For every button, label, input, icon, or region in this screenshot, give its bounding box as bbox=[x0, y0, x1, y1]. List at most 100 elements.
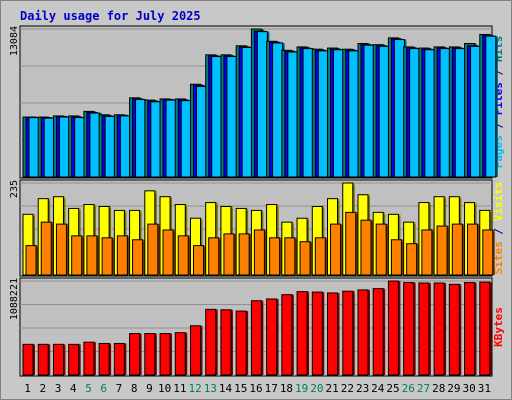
bar-pages bbox=[135, 99, 147, 178]
bar-pages bbox=[150, 101, 162, 178]
bar-pages bbox=[424, 49, 436, 178]
bar-shadow bbox=[492, 231, 495, 275]
bar-kbytes bbox=[22, 343, 34, 376]
bar-pages bbox=[333, 49, 345, 178]
bar-shadow bbox=[112, 239, 115, 275]
bar-pages bbox=[211, 56, 223, 178]
bar-sites bbox=[223, 233, 235, 276]
bar-pages bbox=[409, 48, 421, 178]
bar-shadow bbox=[249, 235, 252, 275]
bar-shadow bbox=[170, 335, 173, 375]
bar-shadow bbox=[276, 300, 279, 375]
bar-pages bbox=[454, 48, 466, 178]
x-tick-label: 18 bbox=[280, 382, 293, 395]
bar-kbytes bbox=[418, 282, 430, 376]
bar-shadow bbox=[477, 226, 480, 275]
bar-pages bbox=[165, 99, 177, 178]
y-axis-max-label: 235 bbox=[9, 180, 20, 198]
bar-pages bbox=[272, 42, 284, 178]
x-tick-label: 6 bbox=[100, 382, 107, 395]
bar-sites bbox=[177, 235, 189, 276]
bar-pages bbox=[256, 31, 268, 178]
bar-kbytes bbox=[37, 343, 49, 376]
x-tick-label: 4 bbox=[70, 382, 77, 395]
bar-kbytes bbox=[342, 290, 354, 376]
x-tick-label: 21 bbox=[326, 382, 339, 395]
bar-sites bbox=[192, 245, 204, 276]
x-tick-label: 23 bbox=[356, 382, 369, 395]
bar-shadow bbox=[447, 228, 450, 275]
bar-shadow bbox=[413, 284, 416, 375]
bar-shadow bbox=[78, 346, 81, 375]
bar-shadow bbox=[154, 335, 157, 375]
bar-shadow bbox=[48, 346, 51, 375]
x-tick-label: 26 bbox=[402, 382, 415, 395]
bar-sites bbox=[482, 229, 494, 276]
bar-sites bbox=[467, 223, 479, 276]
bar-sites bbox=[71, 235, 83, 276]
chart-title: Daily usage for July 2025 bbox=[20, 9, 201, 23]
bar-shadow bbox=[459, 286, 462, 375]
bar-sites bbox=[86, 235, 98, 276]
bar-shadow bbox=[307, 293, 310, 375]
bar-shadow bbox=[367, 291, 370, 375]
bar-pages bbox=[439, 48, 451, 178]
bar-pages bbox=[378, 45, 390, 178]
x-tick-label: 7 bbox=[116, 382, 123, 395]
bar-kbytes bbox=[129, 333, 141, 376]
bar-shadow bbox=[188, 237, 191, 275]
bar-kbytes bbox=[296, 291, 308, 376]
bar-sites bbox=[436, 225, 448, 276]
bar-sites bbox=[314, 237, 326, 276]
panel-middle: 235 Sites / Visits bbox=[9, 179, 505, 277]
bar-pages bbox=[89, 112, 101, 178]
bar-pages bbox=[317, 50, 329, 178]
x-tick-label: 24 bbox=[371, 382, 385, 395]
y-axis-max-label: 13084 bbox=[9, 26, 20, 56]
bar-kbytes bbox=[189, 325, 201, 376]
bar-pages bbox=[348, 50, 360, 178]
bar-shadow bbox=[337, 294, 340, 375]
bar-shadow bbox=[352, 293, 355, 375]
bar-kbytes bbox=[266, 298, 278, 376]
bar-kbytes bbox=[479, 281, 491, 376]
bar-shadow bbox=[386, 226, 389, 275]
bar-sites bbox=[406, 243, 418, 276]
bar-kbytes bbox=[98, 342, 110, 376]
bar-shadow bbox=[310, 243, 313, 275]
x-tick-label: 22 bbox=[341, 382, 354, 395]
bar-kbytes bbox=[433, 282, 445, 376]
bar-shadow bbox=[355, 214, 358, 275]
bar-shadow bbox=[325, 239, 328, 275]
bar-kbytes bbox=[281, 294, 293, 376]
bar-shadow bbox=[203, 247, 206, 275]
bar-shadow bbox=[246, 313, 249, 375]
bar-sites bbox=[55, 223, 67, 276]
bar-shadow bbox=[340, 226, 343, 275]
x-tick-label: 17 bbox=[265, 382, 278, 395]
bar-sites bbox=[162, 229, 174, 276]
bar-shadow bbox=[401, 241, 404, 275]
bar-shadow bbox=[264, 231, 267, 275]
x-tick-label: 16 bbox=[249, 382, 262, 395]
bar-shadow bbox=[157, 226, 160, 275]
x-tick-label: 27 bbox=[417, 382, 430, 395]
bar-shadow bbox=[291, 296, 294, 375]
x-tick-label: 13 bbox=[204, 382, 217, 395]
bar-kbytes bbox=[144, 333, 156, 376]
bar-pages bbox=[104, 115, 116, 178]
bar-kbytes bbox=[220, 309, 232, 376]
x-tick-label: 11 bbox=[173, 382, 186, 395]
bar-sites bbox=[360, 219, 372, 276]
bar-shadow bbox=[370, 222, 373, 275]
bar-kbytes bbox=[159, 333, 171, 376]
series-axis-label-part: Sites bbox=[492, 241, 505, 274]
bar-shadow bbox=[124, 345, 127, 375]
bar-shadow bbox=[96, 237, 99, 275]
x-tick-label: 3 bbox=[55, 382, 62, 395]
bar-kbytes bbox=[357, 289, 369, 376]
bar-sites bbox=[451, 223, 463, 276]
x-tick-label: 9 bbox=[146, 382, 153, 395]
